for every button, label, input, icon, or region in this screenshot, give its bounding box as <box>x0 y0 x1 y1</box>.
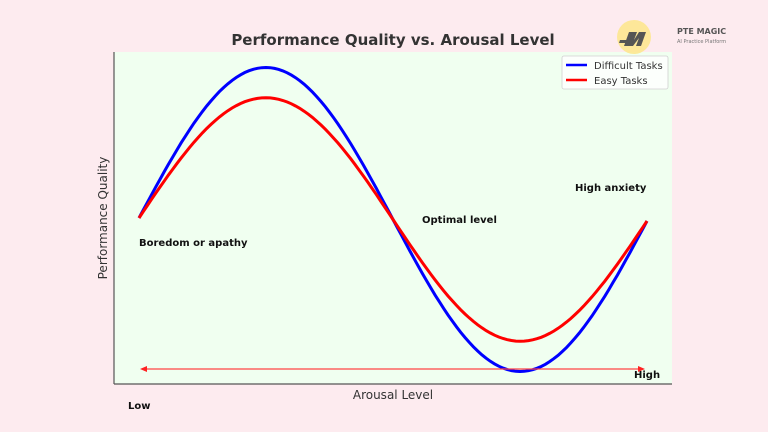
annotation-low: Low <box>128 401 150 412</box>
pte-magic-logo: PTE MAGIC AI Practice Platform <box>617 20 726 54</box>
annotation-optimal: Optimal level <box>422 215 497 226</box>
annotation-high: High <box>634 370 660 381</box>
y-axis-label: Performance Quality <box>96 157 110 280</box>
legend: Difficult Tasks Easy Tasks <box>561 55 669 90</box>
x-axis-label: Arousal Level <box>353 388 433 402</box>
logo-m-icon <box>619 32 646 46</box>
annotation-boredom: Boredom or apathy <box>139 238 248 249</box>
chart-title: Performance Quality vs. Arousal Level <box>231 31 554 49</box>
logo-brand: PTE MAGIC <box>677 27 726 36</box>
annotation-high-anxiety: High anxiety <box>575 183 647 194</box>
arousal-arrow <box>140 366 645 372</box>
legend-label-easy: Easy Tasks <box>594 76 648 87</box>
easy-tasks-line <box>137 96 649 343</box>
legend-label-difficult: Difficult Tasks <box>594 61 663 72</box>
logo-tagline: AI Practice Platform <box>677 39 726 45</box>
